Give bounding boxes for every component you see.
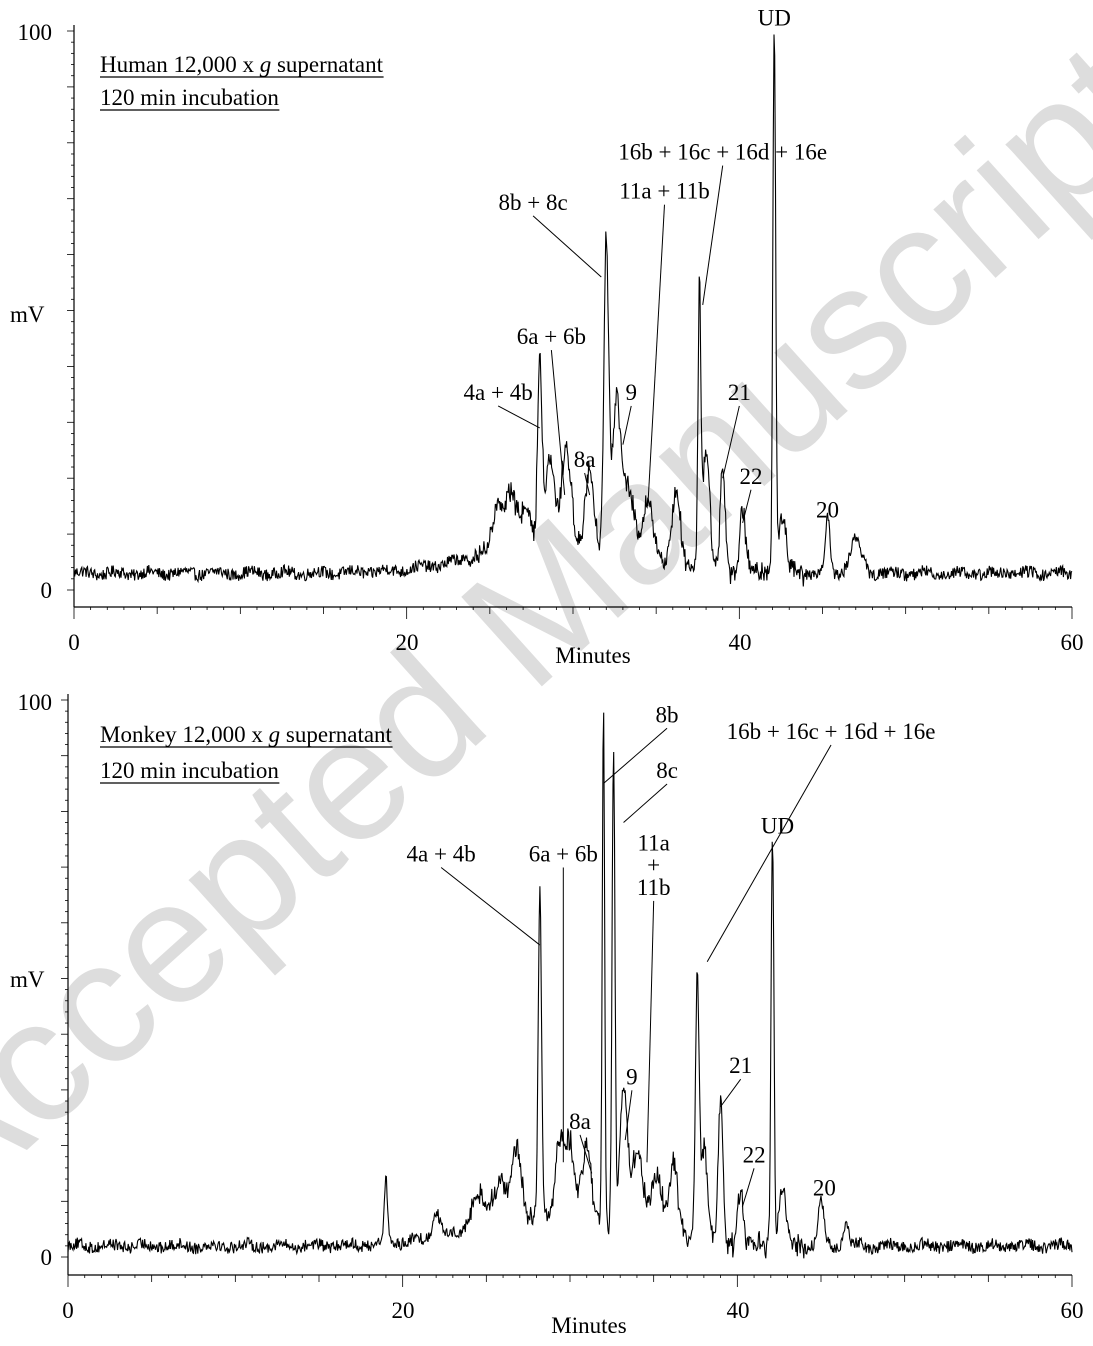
peak-label: 4a + 4b	[407, 842, 476, 867]
title-part-a: Monkey 12,000 x	[100, 722, 269, 747]
peak-label: 20	[813, 1176, 836, 1201]
leader-line	[550, 349, 566, 496]
peak-label: 11b	[637, 875, 671, 900]
x-tick-label-0: 0	[62, 1298, 74, 1323]
peak-label: 9	[626, 1064, 638, 1089]
leader-line	[579, 1134, 593, 1174]
peak-label: 8c	[656, 758, 678, 783]
title-block: Human 12,000 x g supernatant 120 min inc…	[100, 52, 384, 111]
leader-line	[622, 405, 632, 445]
title-part-a: Human 12,000 x	[100, 52, 260, 77]
peak-label: 6a + 6b	[517, 324, 586, 349]
y-axis-label: mV	[10, 967, 45, 992]
x-tick-label-20: 20	[392, 1298, 415, 1323]
peak-label: 16b + 16c + 16d + 16e	[727, 719, 936, 744]
x-tick-label-60: 60	[1061, 630, 1084, 655]
chart-monkey: Monkey 12,000 x g supernatant 120 min in…	[10, 690, 1084, 1338]
peak-label: 21	[728, 380, 751, 405]
x-axis-label: Minutes	[551, 1313, 626, 1338]
leader-line	[497, 405, 540, 429]
peak-label: 4a + 4b	[464, 380, 533, 405]
chart-title-line1: Monkey 12,000 x g supernatant	[100, 722, 393, 747]
leader-line	[647, 204, 665, 507]
peak-label: 21	[729, 1053, 752, 1078]
peak-label: 8a	[569, 1109, 591, 1134]
peak-label: UD	[761, 814, 794, 839]
peak-label: 8b	[656, 702, 679, 727]
leader-line	[646, 900, 655, 1163]
title-part-b: supernatant	[271, 52, 383, 77]
title-part-g: g	[269, 722, 281, 747]
leader-line	[584, 472, 591, 496]
y-tick-label-0: 0	[41, 578, 53, 603]
leader-line	[741, 1168, 755, 1208]
peak-label: 16b + 16c + 16d + 16e	[618, 140, 827, 165]
peak-annotations: UD 16b + 16c + 16d + 16e 11a + 11b 8b + 8c 6…	[464, 5, 839, 524]
axes	[61, 694, 1073, 1287]
peak-label: 6a + 6b	[529, 842, 598, 867]
peak-label: 8a	[574, 447, 596, 472]
leader-line	[623, 783, 668, 823]
leader-line	[603, 727, 668, 784]
x-axis-label: Minutes	[555, 643, 630, 668]
peak-label: 9	[625, 380, 637, 405]
chromatogram-trace	[73, 34, 1073, 587]
peak-label: UD	[758, 5, 791, 30]
leader-line	[440, 867, 541, 946]
title-part-g: g	[260, 52, 272, 77]
x-tick-label-40: 40	[729, 630, 752, 655]
leader-line	[722, 405, 740, 479]
x-tick-label-40: 40	[727, 1298, 750, 1323]
peak-label: 8b + 8c	[498, 190, 567, 215]
y-tick-label-0: 0	[41, 1245, 53, 1270]
title-block: Monkey 12,000 x g supernatant 120 min in…	[100, 722, 393, 784]
x-tick-label-60: 60	[1061, 1298, 1084, 1323]
x-tick-label-20: 20	[396, 630, 419, 655]
y-tick-label-100: 100	[18, 20, 53, 45]
peak-label: 22	[743, 1142, 766, 1167]
peak-label: 11a + 11b	[619, 179, 709, 204]
peak-label: +	[647, 853, 660, 878]
x-tick-label-0: 0	[68, 630, 80, 655]
chromatogram-trace	[67, 712, 1073, 1259]
leader-line	[720, 1078, 742, 1107]
title-part-b: supernatant	[280, 722, 392, 747]
peak-label: 20	[816, 497, 839, 522]
chart-human: Human 12,000 x g supernatant 120 min inc…	[10, 5, 1084, 668]
leader-line	[742, 489, 752, 524]
leader-line	[624, 1090, 633, 1141]
leader-line	[532, 215, 602, 278]
chart-title-line1: Human 12,000 x g supernatant	[100, 52, 384, 77]
peak-label: 22	[739, 464, 762, 489]
y-tick-label-100: 100	[18, 690, 53, 715]
y-axis-label: mV	[10, 302, 45, 327]
peak-annotations: 8b 8c 16b + 16c + 16d + 16e 4a + 4b 6a + 6b 1…	[407, 702, 936, 1208]
chart-subtitle: 120 min incubation	[100, 85, 279, 110]
leader-line	[702, 165, 724, 305]
axes	[67, 25, 1073, 619]
chart-subtitle: 120 min incubation	[100, 758, 279, 783]
peak-label: 11a	[637, 830, 669, 855]
leader-line	[706, 744, 832, 963]
